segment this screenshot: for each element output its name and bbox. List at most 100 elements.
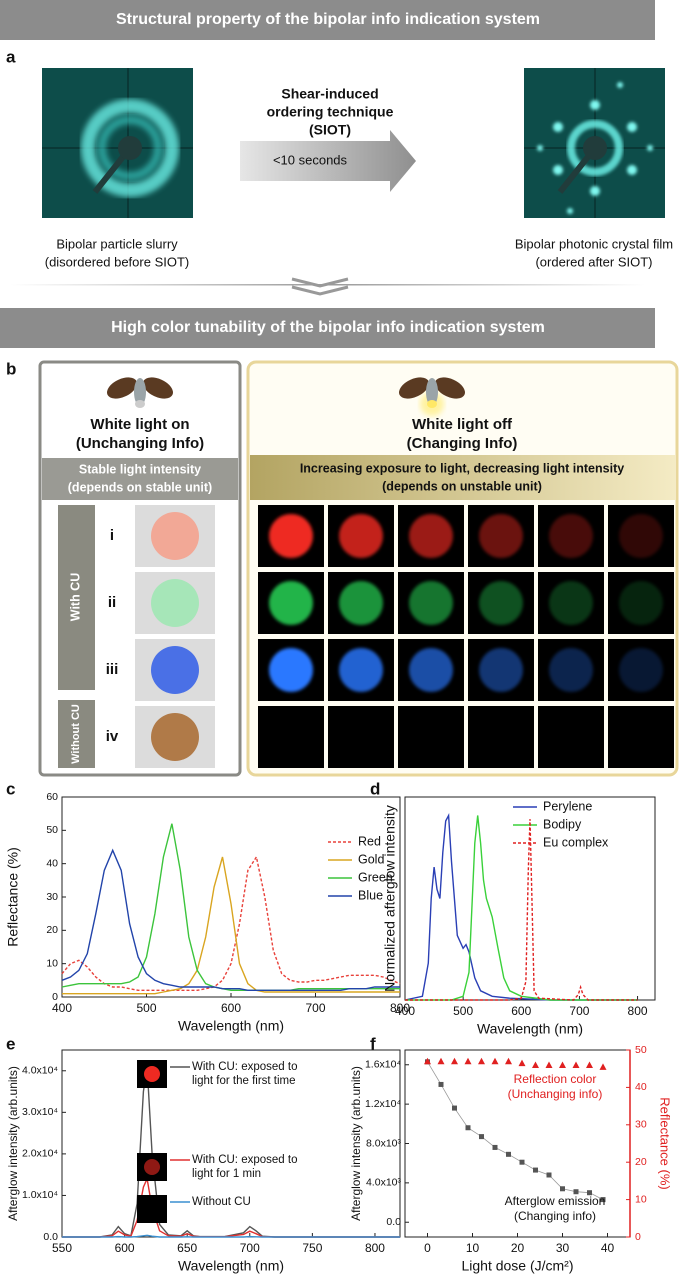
y2-tick-label: 10 — [635, 1193, 647, 1205]
afterglow-dot — [549, 648, 593, 692]
y-tick-label: 60 — [46, 791, 58, 803]
y-tick-label: 8.0x10³ — [366, 1137, 402, 1149]
x-axis-label: Wavelength (nm) — [178, 1018, 284, 1034]
legend-thumb-dot — [144, 1159, 160, 1175]
marker — [560, 1186, 565, 1192]
afterglow-dot — [479, 581, 523, 625]
series-annotation: (Unchanging info) — [508, 1087, 603, 1101]
y-tick-label: 3.0x10⁴ — [22, 1106, 58, 1118]
series-line — [404, 812, 638, 1001]
legend-label: Without CU — [192, 1196, 251, 1208]
saxs-image-ordered — [524, 68, 665, 218]
afterglow-dot — [619, 648, 663, 692]
marker — [437, 1057, 445, 1065]
banner-text: High color tunability of the bipolar inf… — [111, 319, 545, 336]
banner — [0, 0, 655, 40]
firefly-icon-glowing — [399, 377, 465, 416]
box-title: (Unchanging Info) — [76, 435, 204, 452]
afterglow-photo — [328, 706, 394, 768]
arrow-label: <10 seconds — [273, 152, 348, 167]
series-line — [61, 855, 401, 991]
legend-thumb-dot — [144, 1066, 160, 1082]
afterglow-dot — [269, 514, 313, 558]
sample-dot — [151, 713, 199, 761]
marker — [599, 1063, 607, 1070]
bar-text: (depends on unstable unit) — [382, 479, 542, 493]
x-tick-label: 650 — [177, 1241, 197, 1255]
row-label: iv — [106, 728, 119, 745]
afterglow-dot — [339, 648, 383, 692]
x-tick-label: 550 — [52, 1241, 72, 1255]
y-tick-label: 1.0x10⁴ — [22, 1189, 58, 1201]
marker — [506, 1151, 511, 1157]
afterglow-dot — [339, 581, 383, 625]
y-tick-label: 10 — [46, 957, 58, 969]
marker — [478, 1057, 485, 1065]
x-tick-label: 800 — [365, 1241, 385, 1255]
afterglow-photo — [398, 706, 464, 768]
x-tick-label: 700 — [305, 1001, 325, 1015]
y2-tick-label: 40 — [635, 1081, 647, 1093]
chevron — [291, 285, 349, 296]
afterglow-dot — [269, 581, 313, 625]
caption: (ordered after SIOT) — [535, 254, 652, 269]
marker — [546, 1172, 552, 1178]
afterglow-dot — [409, 514, 453, 558]
y-tick-label: 20 — [46, 924, 58, 936]
afterglow-photo — [468, 706, 534, 768]
y-tick-label: 30 — [46, 891, 58, 903]
x-tick-label: 40 — [601, 1241, 615, 1255]
x-tick-label: 400 — [395, 1004, 415, 1018]
afterglow-dot — [479, 514, 523, 558]
legend-label: Gold — [358, 852, 384, 866]
row-label: ii — [108, 594, 116, 611]
plot-frame — [61, 796, 401, 998]
afterglow-dot — [549, 514, 593, 558]
y-axis-label: Normalized afterglow intensity — [382, 805, 398, 992]
x-tick-label: 800 — [628, 1004, 648, 1018]
marker — [479, 1134, 484, 1140]
technique: ordering technique — [267, 104, 394, 120]
banner — [0, 308, 655, 348]
y-tick-label: 4.0x10³ — [366, 1177, 402, 1189]
technique: (SIOT) — [309, 122, 351, 138]
marker — [572, 1061, 580, 1068]
afterglow-dot — [619, 581, 663, 625]
caption: Bipolar particle slurry — [56, 236, 178, 251]
y2-tick-label: 20 — [635, 1156, 647, 1168]
sample-dot — [151, 646, 199, 694]
afterglow-dot — [409, 648, 453, 692]
row-label: i — [110, 527, 114, 544]
group-label: With CU — [68, 573, 82, 622]
afterglow-photo — [258, 706, 324, 768]
series-line — [62, 1176, 400, 1238]
marker — [492, 1144, 498, 1150]
x-tick-label: 500 — [453, 1004, 473, 1018]
x-tick-label: 400 — [52, 1001, 72, 1015]
afterglow-photo — [608, 706, 674, 768]
x-tick-label: 500 — [136, 1001, 156, 1015]
caption: Bipolar photonic crystal film — [515, 236, 673, 251]
box-title: (Changing Info) — [407, 435, 518, 452]
panel-label: d — [370, 779, 380, 798]
legend-label: With CU: exposed to light for the first … — [192, 1061, 298, 1087]
y-tick-label: 1.2x10⁴ — [365, 1098, 401, 1110]
afterglow-dot — [339, 514, 383, 558]
group-label-box — [58, 505, 95, 690]
marker — [491, 1057, 499, 1065]
banner-text: Structural property of the bipolar info … — [116, 11, 540, 28]
box-title: White light off — [412, 416, 513, 433]
marker — [533, 1167, 538, 1173]
x-tick-label: 10 — [466, 1241, 480, 1255]
afterglow-dot — [619, 514, 663, 558]
technique: Shear-induced — [281, 86, 378, 102]
panel-label: f — [370, 1034, 376, 1053]
x-tick-label: 30 — [556, 1241, 570, 1255]
series-annotation: Reflection color — [514, 1072, 597, 1086]
x-tick-label: 0 — [424, 1241, 431, 1255]
row-label: iii — [106, 661, 119, 678]
y-tick-label: 1.6x10⁴ — [365, 1059, 401, 1071]
x-tick-label: 700 — [569, 1004, 589, 1018]
marker — [438, 1081, 444, 1087]
x-tick-label: 700 — [240, 1241, 260, 1255]
